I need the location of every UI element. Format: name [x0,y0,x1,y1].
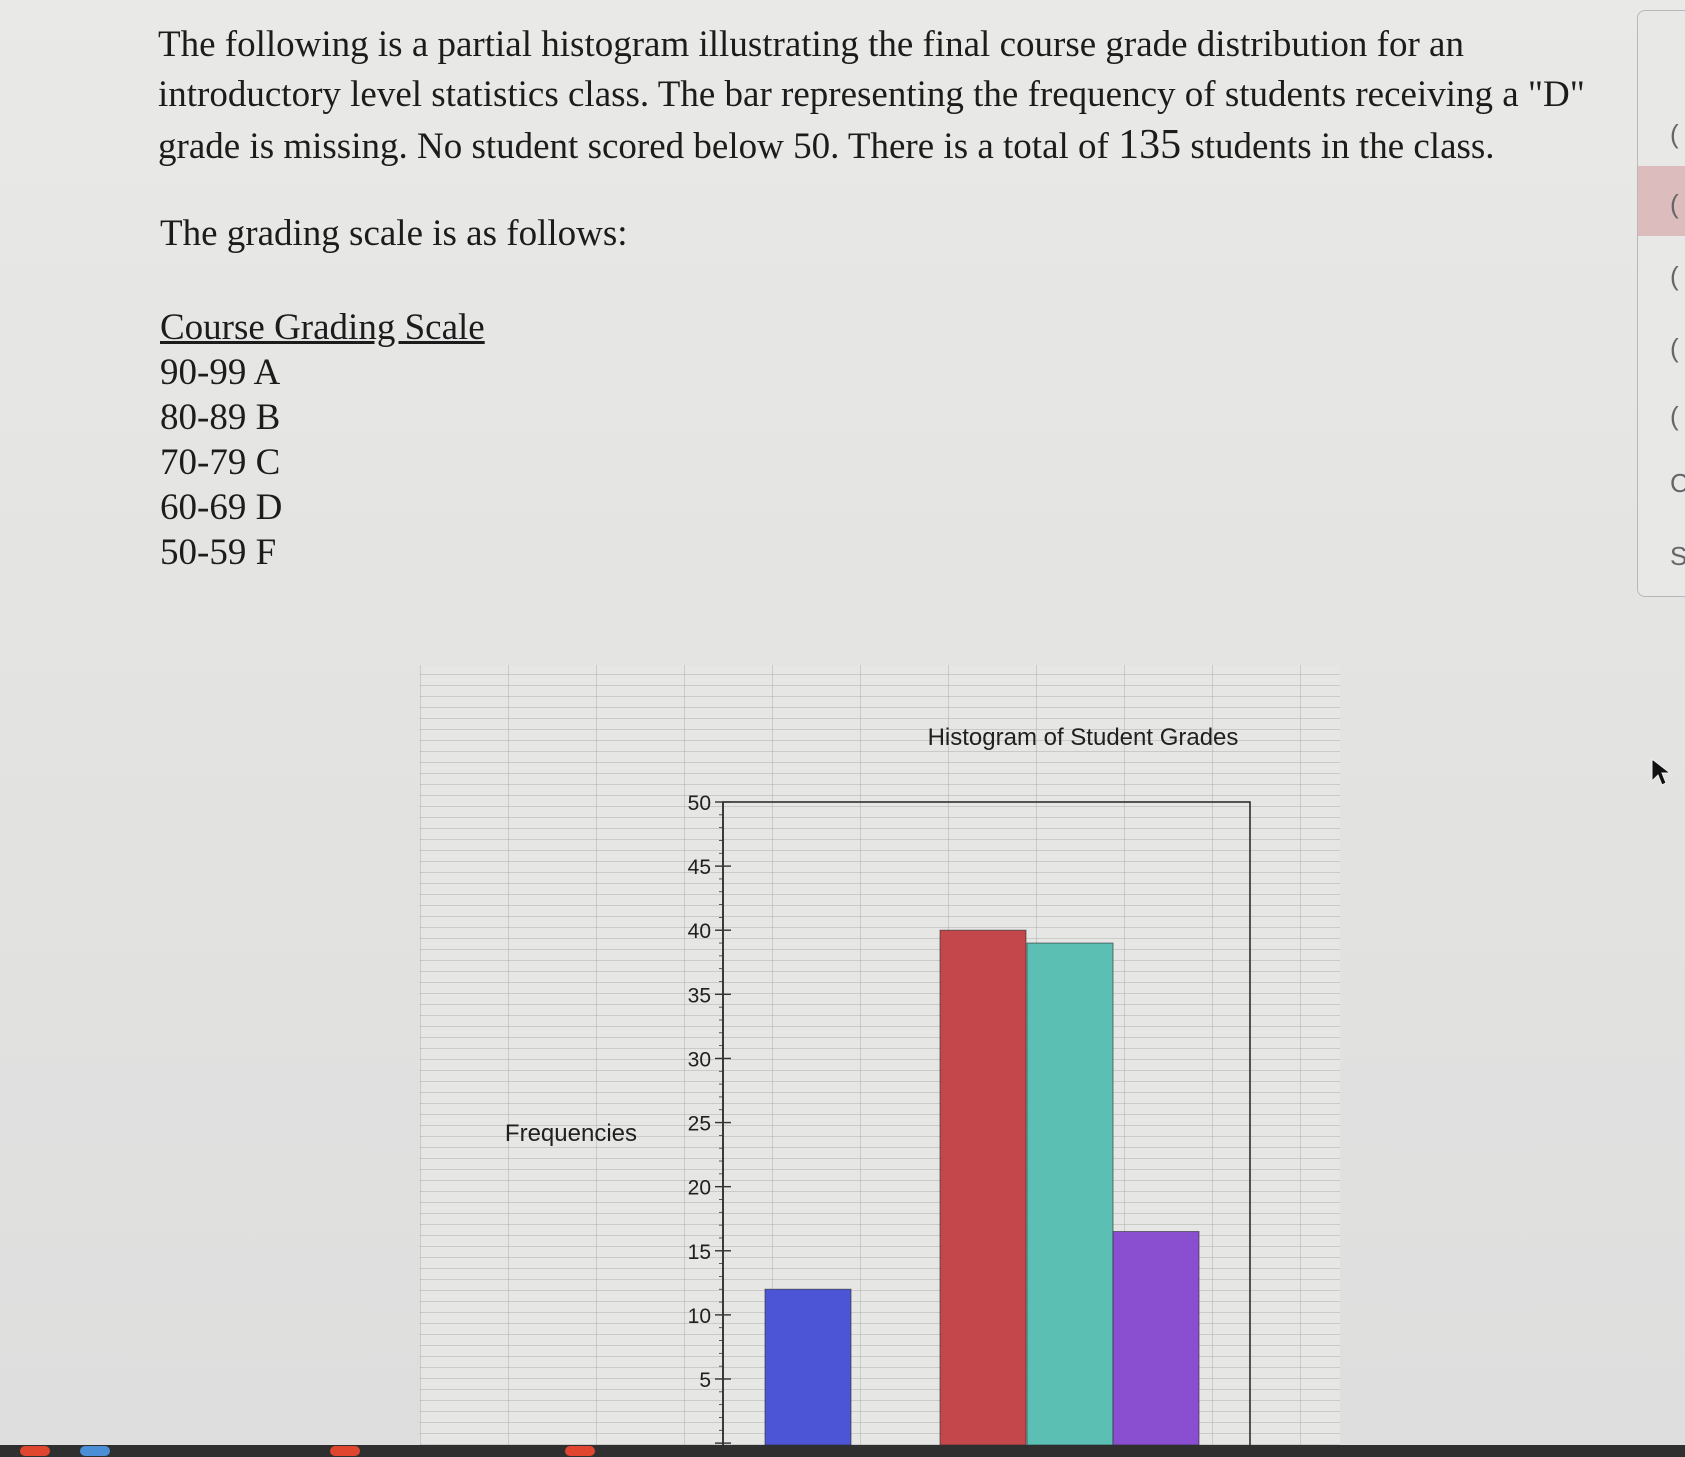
taskbar-app-icon[interactable] [20,1446,50,1456]
taskbar-app-icon[interactable] [80,1446,110,1456]
option-glyph[interactable]: C [1670,468,1685,498]
y-tick-label: 45 [688,856,711,879]
bar-50-59 [764,1288,852,1445]
y-tick-label: 5 [699,1369,711,1392]
y-tick-label: 20 [688,1177,711,1200]
taskbar [0,1445,1685,1457]
y-tick-label: 35 [688,984,711,1007]
chart-title: Histogram of Student Grades [928,724,1239,751]
selected-option-highlight[interactable] [1638,166,1685,236]
y-axis: 5 10 15 20 25 30 35 40 45 50 [688,792,731,1445]
option-glyph[interactable]: ( [1670,401,1679,431]
grading-scale-title: Course Grading Scale [160,307,485,348]
y-tick-label: 25 [688,1113,711,1136]
question-line-1: The following is a partial histogram ill… [158,24,1464,65]
grading-scale-row: 90-99 A [160,352,281,393]
y-tick-label: 40 [688,920,711,943]
grading-scale-row: 50-59 F [160,532,277,573]
grading-scale-row: 60-69 D [160,487,283,528]
bar-80-89 [1026,942,1114,1445]
option-glyph[interactable]: ( [1670,119,1679,149]
y-tick-label: 30 [688,1048,711,1071]
question-line-3-text: grade is missing. No student scored belo… [158,126,1119,167]
bar-70-79 [939,929,1027,1445]
y-tick-label: 10 [688,1305,711,1328]
answer-panel-edge[interactable]: ( ( ( ( ( C S [1637,10,1685,597]
taskbar-app-icon[interactable] [565,1446,595,1456]
y-tick-label: 50 [688,792,711,815]
y-tick-label: 15 [688,1241,711,1264]
option-glyph[interactable]: ( [1670,333,1679,363]
taskbar-app-icon[interactable] [330,1446,360,1456]
grading-scale-row: 80-89 B [160,397,281,438]
grading-scale-row: 70-79 C [160,442,281,483]
grading-scale: Course Grading Scale 90-99 A 80-89 B 70-… [160,305,485,575]
question-line-2: introductory level statistics class. The… [158,74,1585,115]
total-students: 135 [1118,122,1182,168]
scale-intro: The grading scale is as follows: [160,213,628,254]
option-glyph[interactable]: ( [1670,261,1679,291]
option-glyph[interactable]: S [1670,541,1685,571]
mouse-cursor-icon [1651,757,1672,786]
question-text: The following is a partial histogram ill… [158,20,1618,172]
option-glyph[interactable]: ( [1670,189,1679,219]
question-line-3: grade is missing. No student scored belo… [158,120,1618,172]
bars [764,929,1200,1445]
bar-90-99 [1112,1231,1200,1445]
question-line-3-suffix: students in the class. [1181,126,1495,167]
y-axis-label: Frequencies [505,1120,637,1147]
